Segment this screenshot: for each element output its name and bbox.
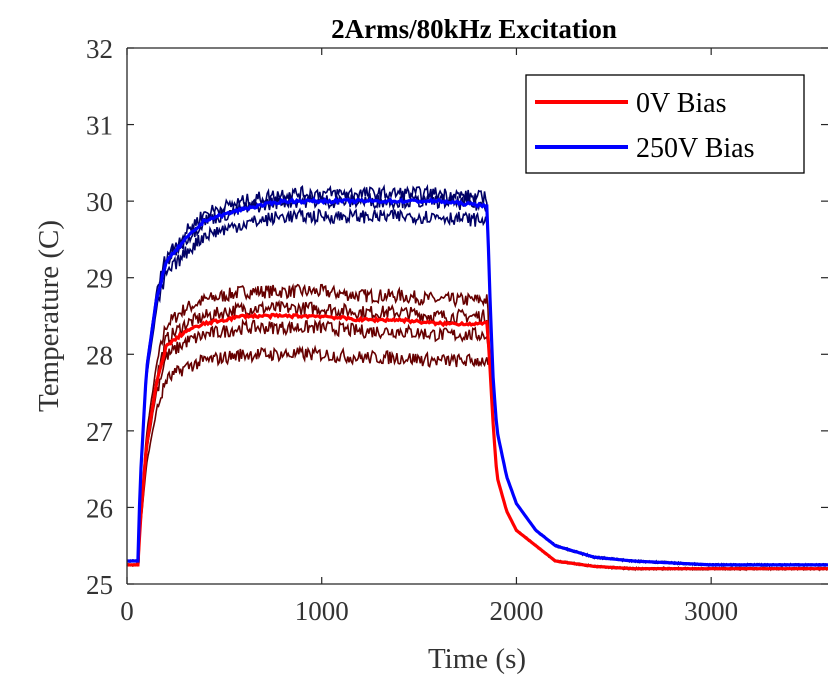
legend-label-0v: 0V Bias	[636, 88, 727, 119]
y-tick-label: 32	[86, 34, 113, 64]
plot-traces	[126, 183, 828, 572]
x-tick-label: 3000	[684, 596, 738, 626]
y-tick-label: 26	[86, 493, 113, 523]
x-axis-label: Time (s)	[428, 643, 526, 675]
series-line-1	[127, 196, 828, 567]
legend-label-250v: 250V Bias	[636, 133, 755, 164]
x-tick-label: 2000	[489, 596, 543, 626]
y-tick-label: 30	[86, 187, 113, 217]
y-tick-labels: 25 26 27 28 29 30 31 32	[86, 34, 113, 600]
y-tick-label: 31	[86, 111, 113, 141]
chart-title: 2Arms/80kHz Excitation	[331, 14, 617, 44]
x-tick-labels: 0 1000 2000 3000	[120, 596, 738, 626]
y-tick-label: 27	[86, 417, 113, 447]
x-tick-label: 0	[120, 596, 134, 626]
y-tick-label: 28	[86, 340, 113, 370]
y-tick-label: 25	[86, 570, 113, 600]
series-line-0	[127, 312, 828, 571]
y-tick-label: 29	[86, 264, 113, 294]
legend-box	[525, 74, 805, 174]
legend: 0V Bias 250V Bias	[525, 74, 805, 174]
x-tick-label: 1000	[295, 596, 349, 626]
y-axis-label: Temperature (C)	[33, 220, 65, 412]
axes-frame	[126, 47, 828, 585]
